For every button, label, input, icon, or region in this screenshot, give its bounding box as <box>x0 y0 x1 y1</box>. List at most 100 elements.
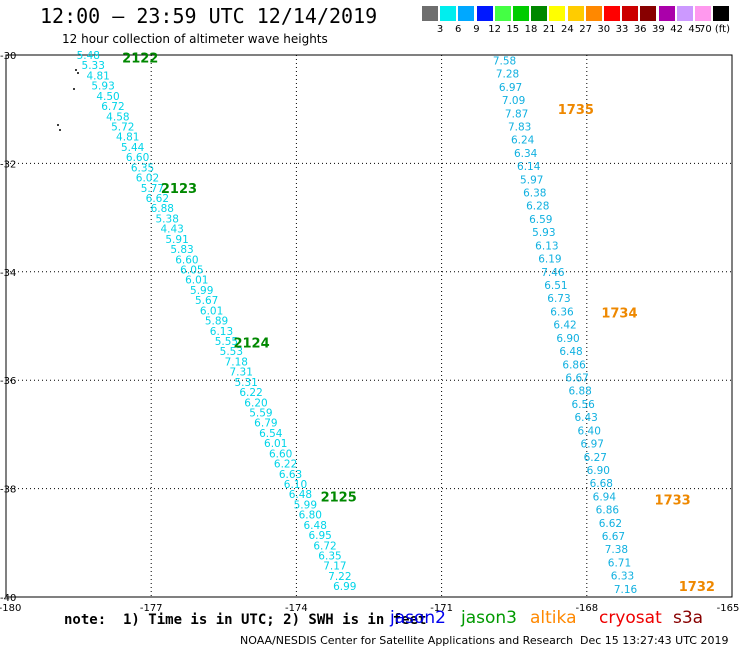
map-frame <box>5 54 733 598</box>
track1-value: 6.60 <box>269 448 292 460</box>
track2-value: 6.14 <box>517 161 541 173</box>
island-dot <box>75 69 77 71</box>
track1-value: 7.18 <box>225 356 248 368</box>
track2-value: 7.46 <box>541 267 565 279</box>
lon-tick-label: -174 <box>285 603 308 614</box>
track1-value: 5.99 <box>190 285 213 297</box>
track2-time-label: 1734 <box>601 306 637 321</box>
track2-value: 6.43 <box>574 412 597 424</box>
track2-value: 7.58 <box>493 55 516 67</box>
generated-timestamp: Dec 15 13:27:43 UTC 2019 <box>580 634 729 647</box>
island-dot <box>73 88 75 90</box>
island-dot <box>59 129 61 131</box>
legend-swatch <box>622 6 639 21</box>
track1-value: 6.80 <box>299 510 322 522</box>
island-dot <box>77 72 79 74</box>
track1-value: 6.01 <box>200 305 223 317</box>
legend-label: 27 <box>579 24 592 35</box>
legend-swatch <box>440 6 457 21</box>
track2-value: 5.93 <box>532 227 555 239</box>
track2-value: 6.62 <box>599 518 622 530</box>
satellite-cryosat: cryosat <box>599 608 662 628</box>
legend-label: 33 <box>615 24 629 35</box>
track1-value: 6.22 <box>274 459 297 471</box>
legend-label: 39 <box>652 24 665 35</box>
track1-value: 7.17 <box>323 561 346 573</box>
lat-tick-label: -38 <box>0 485 16 496</box>
lat-tick-label: -30 <box>0 51 16 62</box>
track1-value: 5.31 <box>234 377 257 389</box>
track1-value: 6.05 <box>180 265 203 277</box>
footer-note: note: 1) Time is in UTC; 2) SWH is in fe… <box>64 612 427 628</box>
legend-label: 36 <box>633 24 647 35</box>
track1-value: 5.83 <box>170 244 193 256</box>
track1-value: 6.35 <box>318 551 341 563</box>
track1-value: 5.59 <box>249 408 272 420</box>
satellite-jason2: jason2 <box>390 608 446 628</box>
legend-label: 21 <box>542 24 556 35</box>
track2-value: 7.87 <box>505 108 528 120</box>
legend-label: 70 (ft) <box>699 24 730 35</box>
legend-swatch <box>531 6 548 21</box>
track1-value: 6.60 <box>175 254 198 266</box>
legend-swatch <box>549 6 566 21</box>
track2-value: 6.34 <box>514 148 538 160</box>
track1-value: 6.88 <box>151 203 174 215</box>
track2-value: 6.86 <box>596 505 620 517</box>
track1-value: 6.48 <box>304 520 327 532</box>
lat-tick-label: -36 <box>0 376 16 387</box>
track1-value: 5.67 <box>195 295 218 307</box>
track2-value: 6.24 <box>511 135 535 147</box>
track1-value: 4.58 <box>106 111 129 123</box>
track2-value: 6.42 <box>553 320 576 332</box>
page-title: 12:00 — 23:59 UTC 12/14/2019 <box>40 4 378 28</box>
legend-swatch <box>640 6 657 21</box>
lat-tick-label: -34 <box>0 268 16 279</box>
track2-value: 6.59 <box>529 214 552 226</box>
track1-value: 5.93 <box>91 81 114 93</box>
legend-label: 3 <box>436 24 444 35</box>
track2-value: 6.28 <box>526 201 549 213</box>
track2-value: 6.27 <box>584 452 607 464</box>
track2-value: 6.67 <box>602 531 625 543</box>
track2-value: 6.86 <box>562 359 586 371</box>
legend-swatch <box>658 6 675 21</box>
track1-value: 6.60 <box>126 152 149 164</box>
track1-value: 6.99 <box>333 581 356 593</box>
legend-label: 6 <box>455 24 462 35</box>
track1-value: 7.31 <box>230 367 253 379</box>
track1-value: 6.02 <box>136 173 159 185</box>
legend-swatch <box>713 6 730 21</box>
track2-value: 6.13 <box>535 240 558 252</box>
track1-value: 6.01 <box>264 438 287 450</box>
track1-value: 6.62 <box>146 193 169 205</box>
legend-swatch <box>585 6 602 21</box>
track2-value: 6.67 <box>565 372 588 384</box>
track1-value: 6.63 <box>279 469 302 481</box>
track2-value: 6.51 <box>544 280 567 292</box>
legend-swatch <box>476 6 493 21</box>
credit-text: NOAA/NESDIS Center for Satellite Applica… <box>240 634 574 647</box>
legend-label: 42 <box>670 24 683 35</box>
legend-swatch <box>604 6 620 21</box>
page-subtitle: 12 hour collection of altimeter wave hei… <box>62 32 328 46</box>
satellite-altika: altika <box>530 608 577 628</box>
track1-value: 5.48 <box>77 50 100 62</box>
track2-value: 6.90 <box>587 465 610 477</box>
legend-swatch <box>695 6 711 21</box>
track1-value: 5.89 <box>205 316 228 328</box>
track2-value: 6.68 <box>590 478 613 490</box>
track1-value: 6.79 <box>254 418 277 430</box>
track1-time-label: 2123 <box>161 182 197 197</box>
track1-value: 5.44 <box>121 142 145 154</box>
track1-value: 7.22 <box>328 571 351 583</box>
track2-value: 6.40 <box>578 425 601 437</box>
track1-value: 5.38 <box>156 213 179 225</box>
track2-value: 6.97 <box>499 82 522 94</box>
track2-value: 6.90 <box>556 333 579 345</box>
legend-label: 18 <box>524 24 538 35</box>
lat-tick-label: -32 <box>0 159 16 170</box>
track2-value: 6.88 <box>568 386 591 398</box>
track2-value: 7.38 <box>605 544 628 556</box>
track1-value: 5.91 <box>165 234 188 246</box>
